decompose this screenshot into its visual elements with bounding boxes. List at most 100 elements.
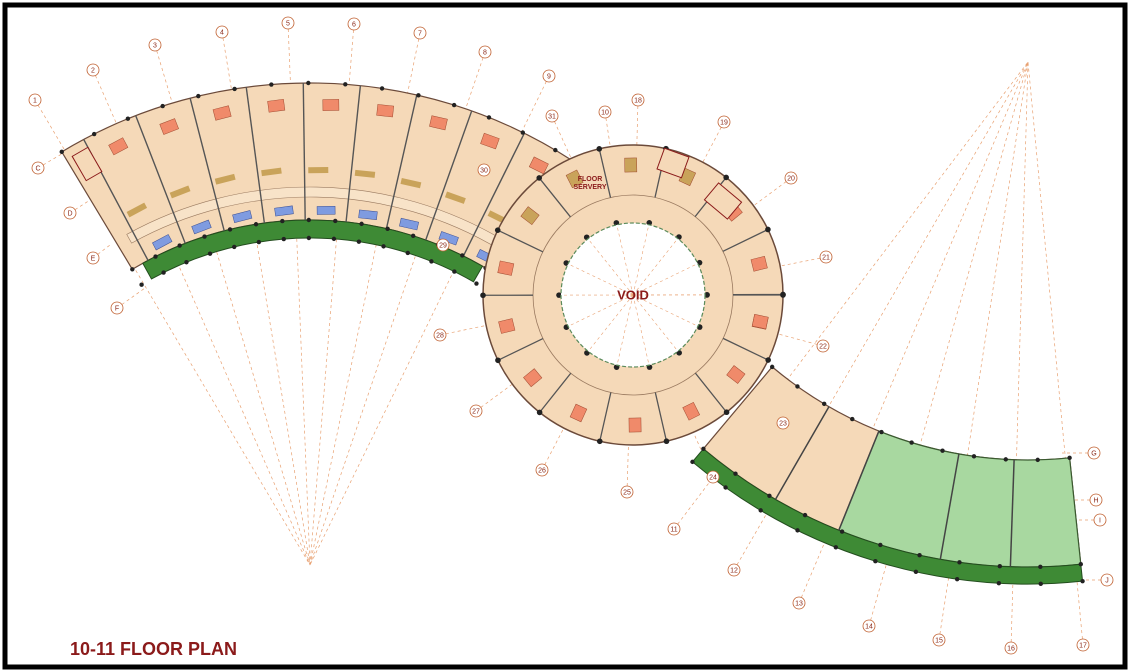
grid-line bbox=[37, 151, 66, 169]
column bbox=[451, 102, 457, 108]
column bbox=[596, 146, 603, 152]
column bbox=[520, 130, 526, 135]
wall bbox=[135, 115, 186, 244]
column bbox=[879, 429, 884, 435]
column bbox=[306, 217, 311, 223]
building bbox=[59, 80, 1085, 587]
wall bbox=[245, 87, 266, 224]
column bbox=[91, 131, 97, 137]
void-label: VOID bbox=[617, 287, 649, 302]
grid-bubble bbox=[1093, 513, 1107, 527]
grid-bubble bbox=[706, 470, 720, 484]
column bbox=[381, 244, 386, 249]
grid-bubble bbox=[31, 161, 45, 175]
bathroom bbox=[274, 205, 294, 217]
column bbox=[480, 292, 486, 299]
column bbox=[177, 243, 182, 248]
column bbox=[1003, 457, 1008, 462]
wall bbox=[774, 406, 830, 500]
column bbox=[596, 438, 603, 445]
column bbox=[227, 227, 233, 232]
column bbox=[306, 235, 312, 241]
bed bbox=[376, 104, 394, 118]
column bbox=[343, 82, 348, 87]
grid-letter: G bbox=[1091, 450, 1096, 457]
grid-bubble bbox=[148, 38, 162, 52]
void-grid bbox=[567, 263, 634, 296]
grid-bubble bbox=[86, 251, 100, 265]
grid-number: 30 bbox=[480, 167, 488, 174]
column bbox=[207, 251, 213, 256]
column bbox=[153, 254, 158, 259]
bed bbox=[528, 156, 549, 175]
column bbox=[917, 553, 922, 558]
grid-letter: D bbox=[67, 210, 72, 217]
grid-letter: C bbox=[35, 165, 40, 172]
column bbox=[333, 218, 338, 224]
grid-number: 13 bbox=[795, 600, 803, 607]
grid-number: 5 bbox=[286, 20, 290, 27]
column bbox=[723, 485, 728, 490]
column bbox=[280, 218, 285, 224]
grid-number: 3 bbox=[153, 42, 157, 49]
wall bbox=[425, 110, 473, 241]
bathroom bbox=[399, 217, 420, 231]
column bbox=[59, 149, 64, 155]
bed bbox=[520, 206, 540, 226]
grid-number: 26 bbox=[538, 467, 546, 474]
grid-bubble bbox=[727, 563, 741, 577]
grid-bubble bbox=[478, 45, 492, 59]
column bbox=[256, 239, 262, 245]
void-grid bbox=[568, 294, 634, 327]
column bbox=[909, 440, 914, 445]
grid-bubble bbox=[281, 16, 295, 30]
column bbox=[954, 576, 960, 582]
grid-bubble bbox=[413, 26, 427, 40]
wall bbox=[694, 372, 728, 413]
void-grid bbox=[616, 224, 634, 296]
wall bbox=[654, 392, 668, 442]
column bbox=[474, 281, 479, 286]
bed bbox=[750, 255, 768, 272]
bathroom bbox=[358, 209, 378, 220]
column bbox=[733, 471, 738, 476]
grid-bubble bbox=[776, 416, 790, 430]
bed bbox=[751, 313, 769, 330]
grid-number: 8 bbox=[483, 49, 487, 56]
column bbox=[646, 220, 653, 226]
grid-number: 25 bbox=[623, 489, 631, 496]
bed bbox=[565, 169, 584, 189]
column bbox=[663, 438, 670, 445]
furniture bbox=[444, 191, 466, 204]
void-grid bbox=[632, 263, 698, 296]
grid-number: 16 bbox=[1007, 645, 1015, 652]
column bbox=[306, 80, 311, 86]
wall bbox=[722, 228, 769, 252]
stair bbox=[656, 147, 690, 179]
column bbox=[780, 291, 786, 298]
bed bbox=[682, 401, 701, 421]
column bbox=[405, 250, 410, 256]
grid-bubble bbox=[717, 115, 731, 129]
bed bbox=[497, 260, 515, 276]
bed bbox=[523, 368, 543, 388]
column bbox=[356, 239, 362, 244]
bed bbox=[569, 403, 588, 423]
column bbox=[563, 260, 570, 266]
column bbox=[196, 93, 201, 99]
grid-bubble bbox=[862, 619, 876, 633]
grid-bubble bbox=[215, 25, 229, 39]
column bbox=[878, 542, 883, 548]
column bbox=[184, 260, 189, 265]
grid-bubble bbox=[816, 339, 830, 353]
column bbox=[556, 292, 562, 298]
column bbox=[940, 448, 945, 453]
grid-number: 21 bbox=[822, 254, 830, 261]
column bbox=[767, 493, 772, 498]
grid-bubble bbox=[1076, 638, 1090, 652]
wall bbox=[462, 132, 525, 257]
column bbox=[795, 384, 800, 389]
bed bbox=[480, 132, 500, 150]
